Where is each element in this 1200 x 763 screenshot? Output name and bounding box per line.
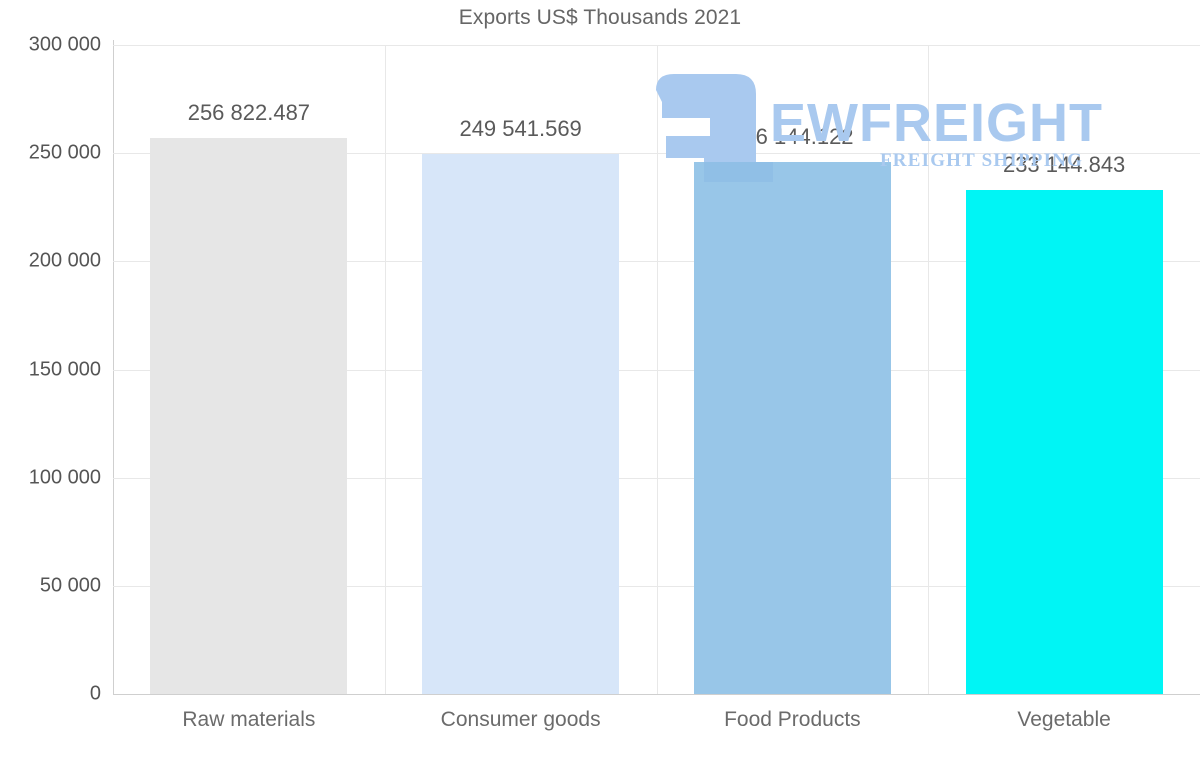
y-axis-line [113,40,114,695]
bar-raw-materials[interactable] [150,138,347,694]
bar-value-label: 233 144.843 [1002,151,1126,177]
bar-value-label: 249 541.569 [459,116,582,142]
gridline [113,45,1200,46]
x-axis-label-consumer-goods: Consumer goods [440,708,601,731]
gridline [113,585,1200,587]
y-axis-tick-label: 200 000 [28,249,101,272]
chart-title: Exports US$ Thousands 2021 [458,6,742,29]
x-axis-label-raw-materials: Raw materials [182,708,316,731]
y-axis-tick-label: 150 000 [28,358,101,380]
category-divider [385,45,386,694]
gridline [113,694,1200,695]
y-axis-tick-label: 0 [89,682,101,705]
y-axis-tick-label: 300 000 [28,33,101,56]
x-axis-label-food-products: Food Products [724,708,861,731]
bar-food-products[interactable] [694,161,891,694]
y-axis-tick-label: 250 000 [28,141,101,164]
y-axis-tick-label: 100 000 [28,466,101,489]
category-divider [928,45,929,694]
gridline [113,261,1200,263]
bar-vegetable[interactable] [966,189,1163,694]
category-divider [657,45,658,694]
plot-area [113,45,1200,695]
gridline [113,477,1200,479]
bar-value-label: 256 822.487 [187,100,311,126]
x-axis-label-vegetable: Vegetable [1017,708,1111,731]
bar-value-label: 246 144.122 [731,123,854,149]
y-axis-tick-label: 50 000 [39,574,101,597]
gridline [113,369,1200,371]
bar-consumer-goods[interactable] [422,154,619,694]
